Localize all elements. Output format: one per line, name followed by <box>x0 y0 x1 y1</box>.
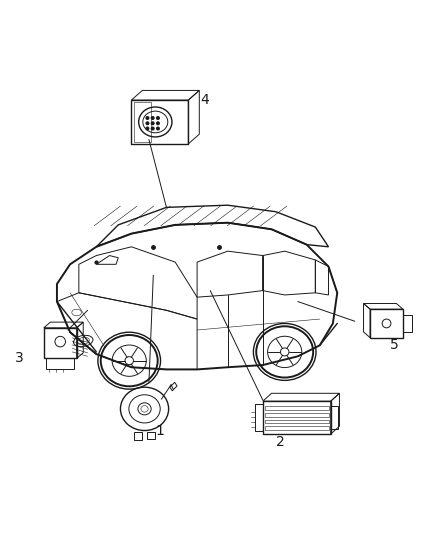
Bar <box>265 407 328 410</box>
Circle shape <box>152 117 154 119</box>
Circle shape <box>146 127 149 130</box>
Circle shape <box>157 117 159 119</box>
Text: 4: 4 <box>201 93 209 107</box>
Circle shape <box>146 117 149 119</box>
Circle shape <box>152 122 154 125</box>
Text: 2: 2 <box>276 435 285 449</box>
Bar <box>265 419 328 423</box>
Circle shape <box>157 127 159 130</box>
Bar <box>265 426 328 430</box>
Bar <box>265 413 328 416</box>
Circle shape <box>157 122 159 125</box>
Text: 5: 5 <box>390 338 399 352</box>
Circle shape <box>146 122 149 125</box>
Text: 1: 1 <box>155 424 164 438</box>
Text: 3: 3 <box>15 351 24 366</box>
Bar <box>134 102 151 142</box>
Circle shape <box>152 127 154 130</box>
